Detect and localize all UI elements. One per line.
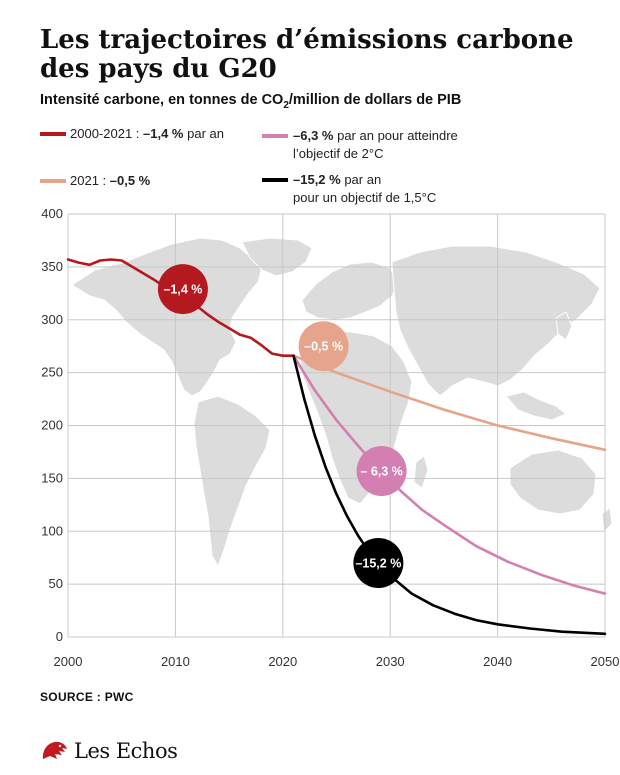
les-echos-logo: Les Echos xyxy=(40,736,178,766)
chart-subtitle: Intensité carbone, en tonnes de CO2/mill… xyxy=(40,92,461,111)
chart-title: Les trajectoires d’émissions carbone des… xyxy=(40,25,574,84)
legend-swatch-historical xyxy=(40,132,66,136)
map-asia xyxy=(391,245,601,397)
chart-grid xyxy=(67,213,606,638)
legend-item-2021: 2021 : –0,5 % xyxy=(70,172,150,190)
subtitle-post: /million de dollars de PIB xyxy=(288,92,462,108)
annotation-label-1: –0,5 % xyxy=(304,340,343,354)
x-tick-label: 2020 xyxy=(268,654,297,669)
annotation-circle-2 xyxy=(356,445,407,496)
y-tick-label: 150 xyxy=(41,470,63,485)
y-tick-label: 350 xyxy=(41,259,63,274)
legend-text: 2000-2021 : xyxy=(70,126,144,141)
x-tick-label: 2030 xyxy=(376,654,405,669)
chart-annotations: –1,4 % –0,5 % – 6,3 % –15,2 % xyxy=(157,264,407,588)
source-note: SOURCE : PWC xyxy=(40,690,134,704)
annotation-label-2: – 6,3 % xyxy=(360,464,402,478)
y-tick-label: 200 xyxy=(41,418,63,433)
map-south-america xyxy=(193,395,271,568)
x-tick-label: 2050 xyxy=(591,654,620,669)
legend-swatch-2021 xyxy=(40,179,66,183)
lion-icon xyxy=(42,741,67,759)
world-map-background xyxy=(71,237,613,568)
y-tick-label: 0 xyxy=(56,629,63,644)
y-axis: 0 50 100 150 200 250 300 350 400 xyxy=(41,206,63,644)
legend-value: –1,4 % xyxy=(143,126,184,141)
map-southeast-asia xyxy=(505,391,567,421)
series-line-2 xyxy=(292,354,607,595)
legend-item-historical: 2000-2021 : –1,4 % par an xyxy=(70,125,224,143)
legend-text-line2: l’objectif de 2°C xyxy=(293,146,384,161)
map-north-america xyxy=(71,237,263,397)
legend-text: 2021 : xyxy=(70,173,110,188)
legend-text: par an xyxy=(183,126,224,141)
legend-value: –0,5 % xyxy=(109,173,151,188)
y-tick-label: 100 xyxy=(41,523,63,538)
map-madagascar xyxy=(413,455,429,489)
map-europe xyxy=(301,261,399,321)
annotation-circle-3 xyxy=(353,537,404,588)
x-tick-label: 2000 xyxy=(54,654,83,669)
map-australia xyxy=(509,449,597,515)
annotation-circle-1 xyxy=(298,321,349,372)
subtitle-pre: Intensité carbone, en tonnes de CO xyxy=(40,92,284,108)
annotation-label-3: –15,2 % xyxy=(355,556,401,570)
subtitle-sub: 2 xyxy=(283,99,289,111)
x-axis: 2000 2010 2020 2030 2040 2050 xyxy=(54,654,620,669)
series-line-1 xyxy=(292,354,607,452)
y-tick-label: 50 xyxy=(49,576,63,591)
line-chart: 0 50 100 150 200 250 300 350 400 2000 2010 2020 203… xyxy=(41,206,620,669)
legend-swatch-1-5c xyxy=(262,178,288,182)
legend-swatch-2c xyxy=(262,134,288,138)
map-new-zealand xyxy=(601,507,613,534)
annotation-label-0: –1,4 % xyxy=(163,283,202,297)
x-tick-label: 2010 xyxy=(161,654,190,669)
y-tick-label: 250 xyxy=(41,365,63,380)
legend-item-2c: –6,3 % par an pour atteindre l’objectif d… xyxy=(293,127,458,163)
y-tick-label: 300 xyxy=(41,312,63,327)
x-tick-label: 2040 xyxy=(483,654,512,669)
legend-value: –15,2 % xyxy=(293,172,341,187)
legend-value: –6,3 % xyxy=(293,128,334,143)
y-tick-label: 400 xyxy=(41,206,63,221)
legend-text-line2: pour un objectif de 1,5°C xyxy=(293,190,437,205)
annotation-circle-0 xyxy=(157,264,208,315)
legend-text: par an pour atteindre xyxy=(333,128,458,143)
legend-text: par an xyxy=(340,172,382,187)
logo-text: Les Echos xyxy=(74,739,178,763)
legend-item-1-5c: –15,2 % par an pour un objectif de 1,5°C xyxy=(293,171,436,207)
map-japan xyxy=(555,311,573,341)
